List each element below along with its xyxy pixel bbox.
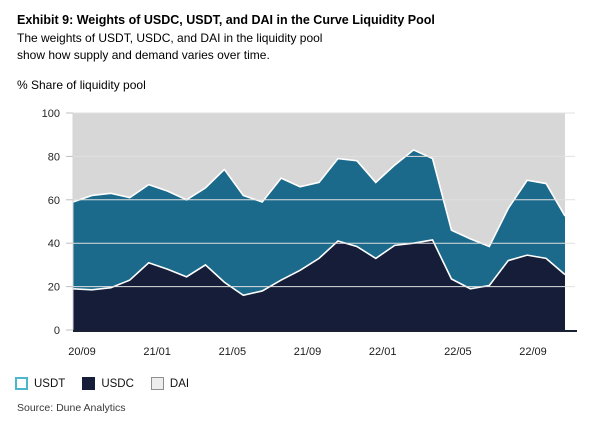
legend-item-dai: DAI <box>150 377 190 390</box>
y-axis-tick-label: 60 <box>48 195 60 207</box>
x-axis-tick-label: 21/09 <box>294 346 322 358</box>
area-usdc <box>73 239 565 330</box>
chart-subtitle-line1: The weights of USDT, USDC, and DAI in th… <box>17 31 323 45</box>
x-axis-tick-label: 22/01 <box>369 346 397 358</box>
x-axis-tick-label: 20/09 <box>68 346 96 358</box>
chart-legend: USDT USDC DAI <box>15 377 189 390</box>
legend-item-usdt: USDT <box>15 377 65 390</box>
legend-label-usdt: USDT <box>34 377 66 390</box>
x-axis-tick-label: 22/05 <box>444 346 472 358</box>
y-axis-tick-label: 20 <box>48 282 60 294</box>
source-text: Source: Dune Analytics <box>17 402 126 414</box>
x-axis-tick-label: 22/09 <box>519 346 547 358</box>
y-axis-tick-label: 0 <box>54 325 60 337</box>
y-axis-tick-label: 100 <box>42 108 60 120</box>
legend-label-usdc: USDC <box>101 377 134 390</box>
y-axis-tick-label: 80 <box>48 151 60 163</box>
usdc-swatch-icon <box>82 377 96 390</box>
legend-label-dai: DAI <box>169 377 190 390</box>
boundary-usdt-top <box>72 148 566 248</box>
chart-title: Exhibit 9: Weights of USDC, USDT, and DA… <box>17 13 435 27</box>
chart-subtitle-line2: show how supply and demand varies over t… <box>17 48 270 62</box>
usdt-swatch-icon <box>15 377 28 390</box>
y-axis-unit-label: % Share of liquidity pool <box>17 78 146 92</box>
legend-item-usdc: USDC <box>82 377 134 390</box>
stacked-area-chart: 0 20 40 60 80 100 20/09 21/01 21/05 21/09 22/01 22/… <box>42 108 577 358</box>
x-axis-tick-label: 21/05 <box>219 346 247 358</box>
y-axis-tick-label: 40 <box>48 238 60 250</box>
dai-swatch-icon <box>150 377 164 390</box>
x-axis-tick-label: 21/01 <box>143 346 171 358</box>
